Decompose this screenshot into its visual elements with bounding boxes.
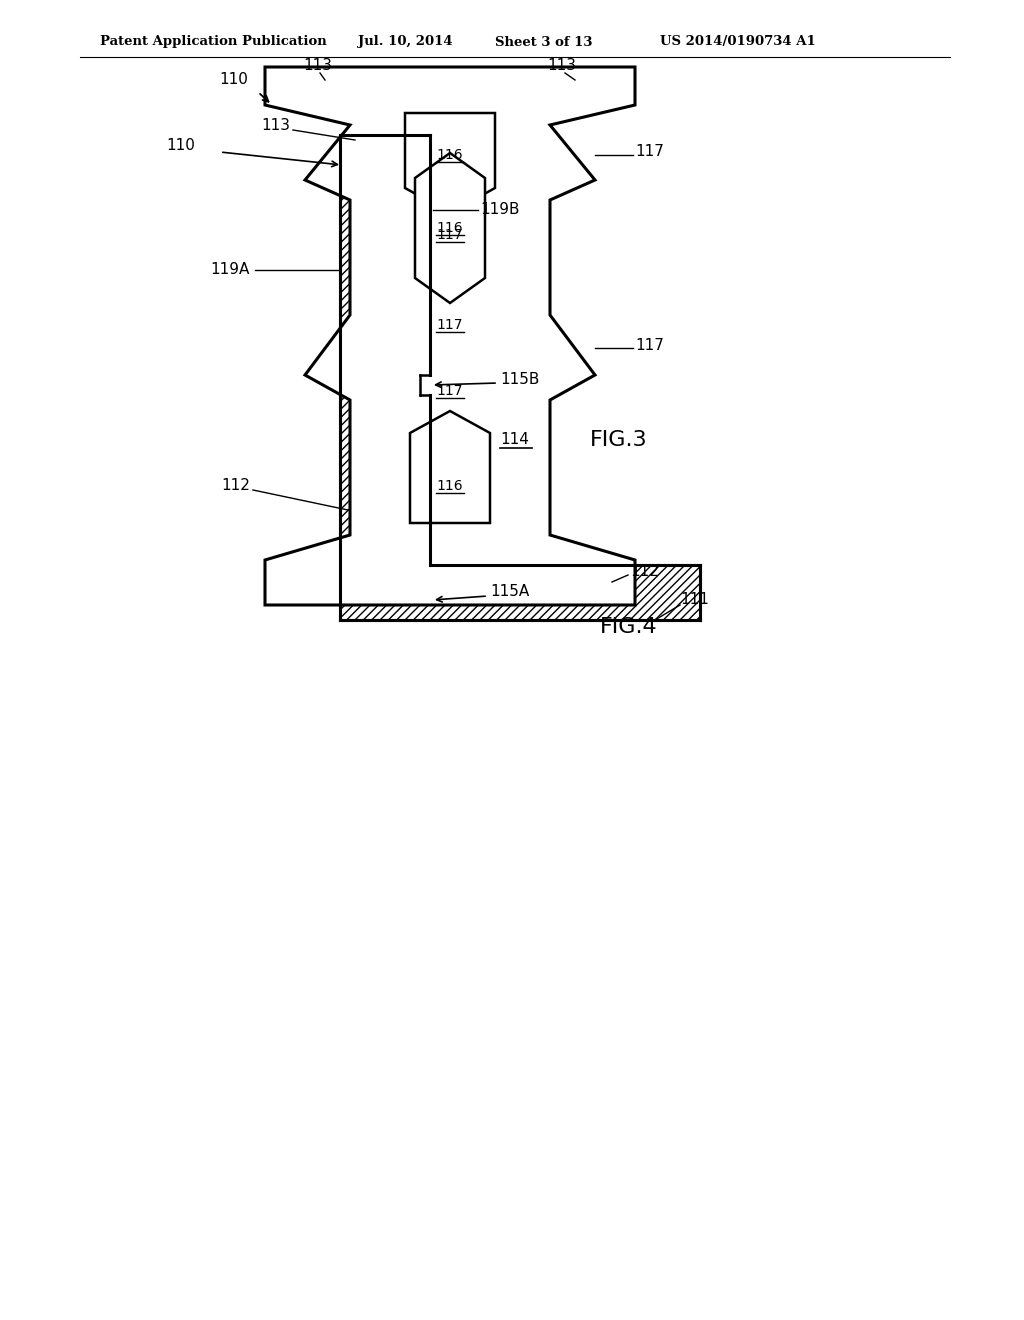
- Text: US 2014/0190734 A1: US 2014/0190734 A1: [660, 36, 816, 49]
- Polygon shape: [406, 114, 495, 213]
- Text: 110: 110: [166, 137, 195, 153]
- Text: 117: 117: [437, 384, 463, 399]
- Text: 115B: 115B: [500, 372, 540, 388]
- Text: 113: 113: [261, 117, 290, 132]
- Text: 112: 112: [630, 565, 658, 579]
- Text: Sheet 3 of 13: Sheet 3 of 13: [495, 36, 593, 49]
- Text: 112: 112: [221, 478, 250, 492]
- Text: 117: 117: [437, 228, 463, 242]
- Text: 117: 117: [635, 144, 664, 160]
- Text: 115A: 115A: [490, 585, 529, 599]
- Text: 117: 117: [437, 318, 463, 333]
- Text: Patent Application Publication: Patent Application Publication: [100, 36, 327, 49]
- Text: 113: 113: [548, 58, 577, 73]
- Text: FIG.4: FIG.4: [600, 616, 657, 638]
- Text: 110: 110: [219, 73, 248, 87]
- Text: 119B: 119B: [480, 202, 519, 218]
- Text: 117: 117: [635, 338, 664, 352]
- Text: FIG.3: FIG.3: [590, 430, 647, 450]
- Text: 114: 114: [501, 433, 529, 447]
- Text: 116: 116: [436, 220, 463, 235]
- Text: 116: 116: [436, 479, 463, 492]
- Polygon shape: [415, 153, 485, 304]
- Text: 119A: 119A: [211, 263, 250, 277]
- Polygon shape: [410, 411, 490, 523]
- Text: 116: 116: [436, 148, 463, 162]
- Text: 111: 111: [680, 593, 709, 607]
- Polygon shape: [340, 135, 700, 620]
- Text: 113: 113: [303, 58, 333, 73]
- Text: Jul. 10, 2014: Jul. 10, 2014: [358, 36, 453, 49]
- Polygon shape: [265, 67, 635, 605]
